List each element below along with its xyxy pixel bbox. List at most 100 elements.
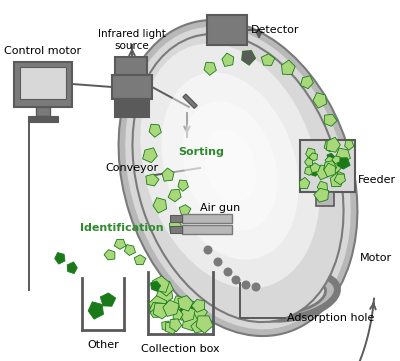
Polygon shape: [88, 302, 104, 319]
Polygon shape: [325, 156, 334, 165]
Polygon shape: [242, 51, 256, 65]
Polygon shape: [300, 76, 313, 88]
Polygon shape: [182, 313, 199, 331]
Ellipse shape: [132, 34, 344, 322]
Polygon shape: [163, 300, 179, 317]
Polygon shape: [334, 174, 346, 184]
Polygon shape: [327, 153, 334, 161]
Ellipse shape: [269, 286, 311, 306]
Bar: [316, 192, 334, 206]
Ellipse shape: [140, 44, 320, 288]
Ellipse shape: [162, 72, 298, 260]
Polygon shape: [180, 306, 195, 322]
Ellipse shape: [124, 26, 352, 330]
Polygon shape: [330, 173, 343, 187]
Polygon shape: [222, 53, 234, 66]
Polygon shape: [304, 167, 314, 175]
Polygon shape: [173, 309, 183, 320]
Polygon shape: [192, 300, 205, 312]
Text: Control motor: Control motor: [4, 46, 82, 56]
Bar: [20, 67, 66, 99]
Text: Adsorption hole: Adsorption hole: [287, 313, 374, 323]
Ellipse shape: [242, 273, 338, 319]
Bar: [112, 75, 152, 99]
Text: Collection box: Collection box: [141, 344, 219, 354]
Circle shape: [252, 283, 260, 291]
Polygon shape: [170, 319, 182, 332]
Polygon shape: [336, 148, 350, 162]
Polygon shape: [104, 250, 115, 260]
Polygon shape: [313, 93, 327, 108]
Ellipse shape: [118, 20, 358, 336]
Polygon shape: [168, 189, 181, 202]
Polygon shape: [156, 287, 173, 305]
Polygon shape: [193, 306, 208, 319]
Text: Detector: Detector: [251, 25, 300, 35]
Polygon shape: [124, 245, 136, 256]
Polygon shape: [162, 168, 174, 181]
Polygon shape: [55, 252, 65, 264]
Bar: [182, 225, 232, 234]
Bar: [183, 94, 197, 108]
Polygon shape: [162, 321, 173, 331]
Polygon shape: [311, 169, 319, 176]
Polygon shape: [146, 174, 159, 186]
Polygon shape: [330, 160, 342, 173]
Polygon shape: [317, 181, 328, 193]
Polygon shape: [337, 158, 350, 169]
Polygon shape: [335, 171, 345, 182]
Polygon shape: [180, 303, 194, 318]
Bar: [14, 62, 72, 107]
Polygon shape: [143, 148, 157, 162]
Polygon shape: [178, 309, 189, 320]
Bar: [115, 99, 149, 117]
Ellipse shape: [254, 279, 326, 313]
Bar: [36, 107, 50, 116]
Polygon shape: [134, 255, 146, 265]
Bar: [115, 57, 147, 75]
Polygon shape: [152, 276, 169, 292]
Text: Feeder: Feeder: [358, 175, 396, 185]
Polygon shape: [150, 303, 163, 317]
Bar: [170, 226, 182, 233]
Bar: [182, 214, 232, 223]
Polygon shape: [150, 281, 161, 291]
Polygon shape: [173, 296, 185, 309]
Polygon shape: [314, 188, 329, 202]
Text: Motor: Motor: [360, 253, 392, 263]
Polygon shape: [324, 140, 335, 152]
Polygon shape: [178, 296, 193, 311]
Polygon shape: [310, 163, 320, 173]
Text: Sorting: Sorting: [178, 147, 224, 157]
Polygon shape: [282, 60, 295, 75]
Circle shape: [232, 275, 240, 284]
Circle shape: [242, 280, 250, 290]
Polygon shape: [310, 164, 319, 173]
Polygon shape: [169, 219, 181, 232]
Polygon shape: [304, 158, 313, 166]
Polygon shape: [100, 293, 116, 306]
Circle shape: [204, 245, 212, 255]
Polygon shape: [261, 54, 275, 65]
Polygon shape: [159, 281, 173, 296]
Polygon shape: [345, 140, 354, 150]
Bar: [207, 15, 247, 45]
Text: Identification: Identification: [80, 223, 164, 233]
Polygon shape: [306, 148, 316, 160]
Polygon shape: [179, 205, 191, 215]
Circle shape: [214, 257, 222, 266]
Polygon shape: [309, 153, 318, 161]
Polygon shape: [316, 165, 330, 180]
Ellipse shape: [204, 130, 256, 202]
Polygon shape: [149, 124, 161, 137]
Polygon shape: [324, 114, 337, 126]
Polygon shape: [153, 303, 170, 319]
Text: Other: Other: [87, 340, 119, 350]
Bar: [170, 215, 182, 222]
Polygon shape: [153, 198, 167, 213]
Polygon shape: [67, 262, 77, 274]
Polygon shape: [114, 239, 126, 249]
Polygon shape: [191, 321, 204, 333]
Polygon shape: [186, 301, 202, 319]
Polygon shape: [150, 309, 160, 317]
